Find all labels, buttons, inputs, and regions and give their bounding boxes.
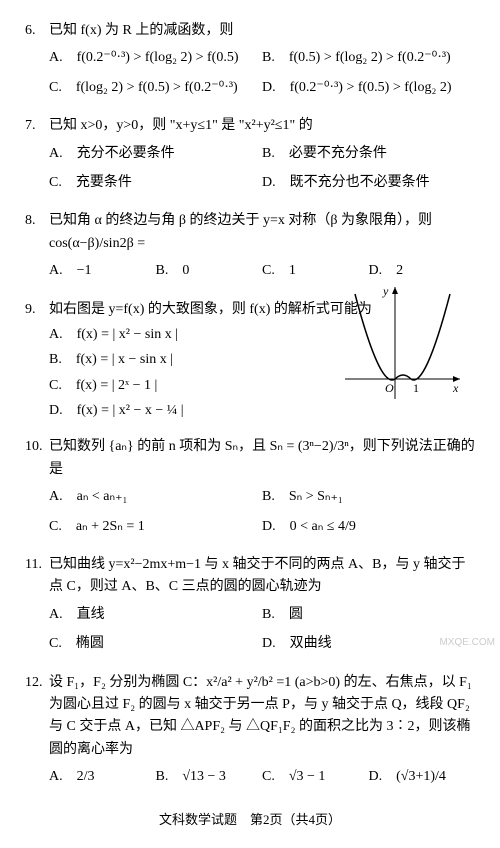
q6-opt-c: C. f(log₂ 2) > f(0.5) > f(0.2⁻⁰·³) <box>49 75 262 101</box>
fig-origin-label: O <box>385 381 394 395</box>
q12-opt-d: D. (√3+1)/4 <box>369 764 476 790</box>
q11-opt-b: B. 圆 <box>262 602 475 628</box>
q10-opt-b: B. Sₙ > Sₙ₊₁ <box>262 484 475 510</box>
question-12: 12. 设 F₁，F₂ 分别为椭圆 C：x²/a² + y²/b² =1 (a>… <box>25 672 475 791</box>
question-8: 8. 已知角 α 的终边与角 β 的终边关于 y=x 对称（β 为象限角），则 … <box>25 210 475 284</box>
question-10: 10. 已知数列 {aₙ} 的前 n 项和为 Sₙ，且 Sₙ = (3ⁿ−2)/… <box>25 436 475 540</box>
q11-number: 11. <box>25 554 49 599</box>
question-9: 9. 如右图是 y=f(x) 的大致图象，则 f(x) 的解析式可能为 A. f… <box>25 299 475 423</box>
q10-opt-c: C. aₙ + 2Sₙ = 1 <box>49 514 262 540</box>
q11-opt-a: A. 直线 <box>49 602 262 628</box>
q8-opt-b: B. 0 <box>156 258 263 284</box>
q10-text: 已知数列 {aₙ} 的前 n 项和为 Sₙ，且 Sₙ = (3ⁿ−2)/3ⁿ，则… <box>49 436 475 481</box>
q7-number: 7. <box>25 115 49 137</box>
q8-number: 8. <box>25 210 49 255</box>
q8-text: 已知角 α 的终边与角 β 的终边关于 y=x 对称（β 为象限角），则 cos… <box>49 210 475 255</box>
watermark: MXQE.COM <box>439 637 495 648</box>
fig-x-label: x <box>452 381 459 395</box>
q8-opt-a: A. −1 <box>49 258 156 284</box>
q6-opt-a: A. f(0.2⁻⁰·³) > f(log₂ 2) > f(0.5) <box>49 45 262 71</box>
q10-opt-a: A. aₙ < aₙ₊₁ <box>49 484 262 510</box>
q7-text: 已知 x>0，y>0，则 "x+y≤1" 是 "x²+y²≤1" 的 <box>49 115 475 137</box>
q10-opt-d: D. 0 < aₙ ≤ 4/9 <box>262 514 475 540</box>
q6-opt-d: D. f(0.2⁻⁰·³) > f(0.5) > f(log₂ 2) <box>262 75 475 101</box>
q10-number: 10. <box>25 436 49 481</box>
question-6: 6. 已知 f(x) 为 R 上的减函数，则 A. f(0.2⁻⁰·³) > f… <box>25 20 475 101</box>
q12-opt-c: C. √3 − 1 <box>262 764 369 790</box>
q7-opt-b: B. 必要不充分条件 <box>262 141 475 167</box>
q7-opt-a: A. 充分不必要条件 <box>49 141 262 167</box>
q12-opt-a: A. 2/3 <box>49 764 156 790</box>
q6-opt-b: B. f(0.5) > f(log₂ 2) > f(0.2⁻⁰·³) <box>262 45 475 71</box>
question-11: 11. 已知曲线 y=x²−2mx+m−1 与 x 轴交于不同的两点 A、B，与… <box>25 554 475 658</box>
fig-y-label: y <box>382 284 389 298</box>
q12-text: 设 F₁，F₂ 分别为椭圆 C：x²/a² + y²/b² =1 (a>b>0)… <box>49 672 475 762</box>
q12-opt-b: B. √13 − 3 <box>156 764 263 790</box>
q12-number: 12. <box>25 672 49 762</box>
q7-opt-c: C. 充要条件 <box>49 170 262 196</box>
fig-tick-label: 1 <box>413 381 419 395</box>
q9-number: 9. <box>25 299 49 321</box>
q6-number: 6. <box>25 20 49 42</box>
question-7: 7. 已知 x>0，y>0，则 "x+y≤1" 是 "x²+y²≤1" 的 A.… <box>25 115 475 196</box>
page-footer: 文科数学试题 第2页（共4页） <box>25 809 475 828</box>
q11-text: 已知曲线 y=x²−2mx+m−1 与 x 轴交于不同的两点 A、B，与 y 轴… <box>49 554 475 599</box>
q9-figure: O 1 x y <box>335 279 465 409</box>
q11-opt-c: C. 椭圆 <box>49 631 262 657</box>
q7-opt-d: D. 既不充分也不必要条件 <box>262 170 475 196</box>
q6-text: 已知 f(x) 为 R 上的减函数，则 <box>49 20 475 42</box>
